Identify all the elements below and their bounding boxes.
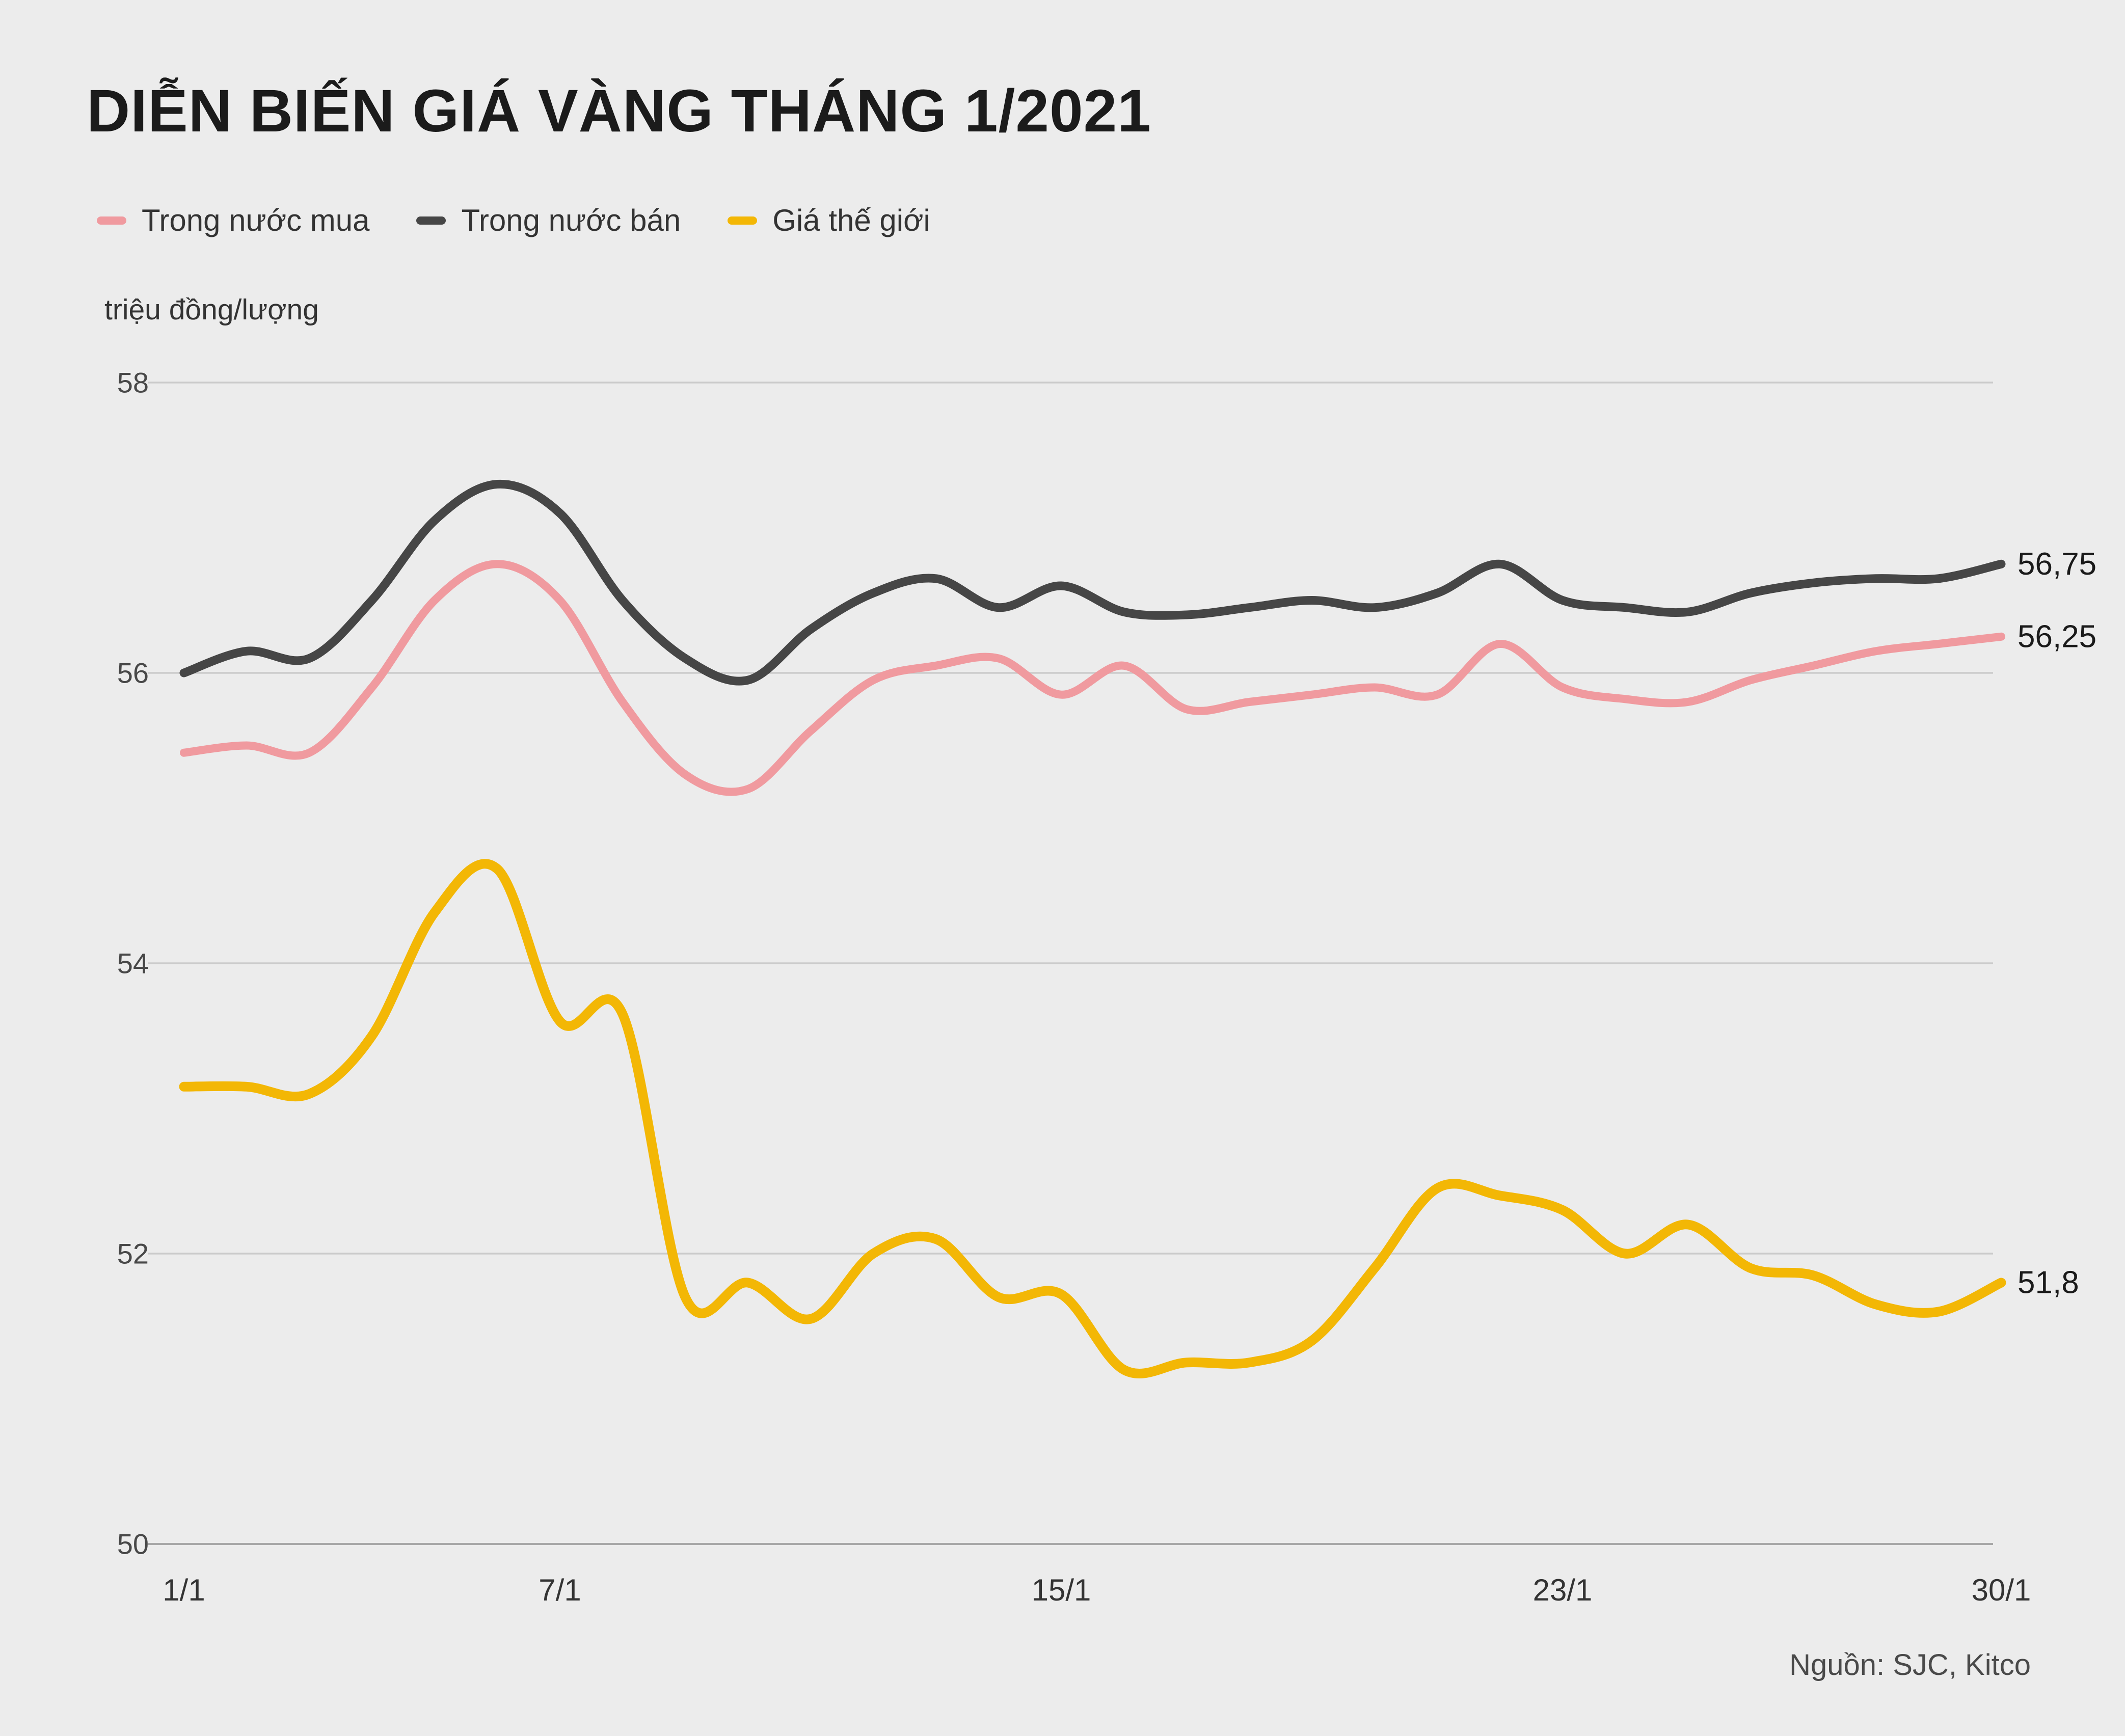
chart-canvas: 58 56 54 52 50 1/1 7/1 15/1 23/1 30/1 56,25 56,75 51…	[117, 367, 2096, 1608]
chart-line-2	[179, 859, 2006, 1378]
x-tick-label-7: 7/1	[539, 1573, 581, 1607]
y-axis-unit-label: triệu đồng/lượng	[104, 293, 319, 326]
legend-item-gia-the-gioi: Giá thế giới	[728, 203, 930, 238]
legend-label-gia-the-gioi: Giá thế giới	[772, 203, 930, 237]
series-end-value-2: 51,8	[2018, 1265, 2079, 1300]
legend-item-trong-nuoc-ban: Trong nước bán	[416, 203, 681, 238]
series-end-value-1: 56,75	[2018, 547, 2096, 582]
chart-line-1	[179, 479, 2006, 686]
y-tick-label-50: 50	[117, 1528, 149, 1560]
legend-label-trong-nuoc-ban: Trong nước bán	[461, 203, 681, 237]
y-tick-label-52: 52	[117, 1238, 149, 1270]
chart-line-0	[180, 560, 2005, 796]
x-tick-label-30: 30/1	[1972, 1573, 2031, 1607]
legend-swatch-trong-nuoc-mua	[97, 216, 126, 225]
legend-item-trong-nuoc-mua: Trong nước mua	[97, 203, 369, 238]
chart-title: DIỄN BIẾN GIÁ VÀNG THÁNG 1/2021	[87, 77, 1151, 145]
source-note: Nguồn: SJC, Kitco	[1789, 1648, 2031, 1681]
series-end-value-0: 56,25	[2018, 619, 2096, 654]
y-tick-label-58: 58	[117, 367, 149, 399]
y-tick-label-54: 54	[117, 947, 149, 980]
legend-label-trong-nuoc-mua: Trong nước mua	[142, 203, 370, 237]
y-tick-label-56: 56	[117, 657, 149, 689]
x-tick-label-23: 23/1	[1533, 1573, 1593, 1607]
legend: Trong nước mua Trong nước bán Giá thế gi…	[97, 203, 930, 238]
x-tick-label-15: 15/1	[1032, 1573, 1091, 1607]
x-tick-label-1: 1/1	[163, 1573, 205, 1607]
legend-swatch-gia-the-gioi	[728, 216, 758, 225]
legend-swatch-trong-nuoc-ban	[416, 216, 446, 225]
